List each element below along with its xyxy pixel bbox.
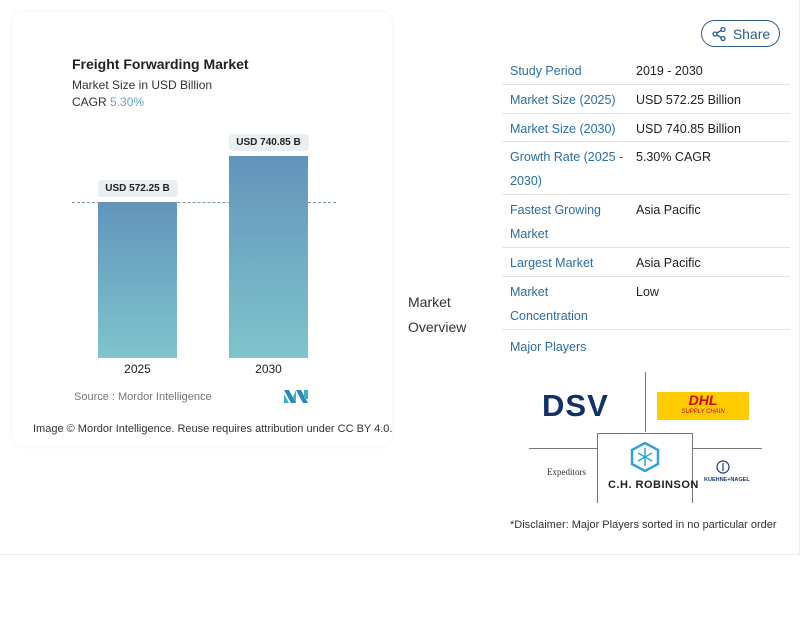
disclaimer: *Disclaimer: Major Players sorted in no … — [510, 519, 777, 531]
dhl-text: DHL — [688, 392, 718, 408]
chart-card — [12, 12, 392, 446]
cagr-value: 5.30% — [110, 95, 145, 109]
mordor-logo-icon — [284, 390, 308, 403]
kuehne-nagel-anchor-icon — [716, 460, 730, 474]
table-row: Market Size (2025) USD 572.25 Billion — [502, 85, 790, 114]
kuehne-nagel-logo: KUEHNE+NAGEL — [704, 477, 750, 483]
major-players-title: Major Players — [510, 340, 587, 354]
source: Source : Mordor Intelligence — [74, 391, 212, 403]
row-value: Asia Pacific — [636, 256, 701, 270]
row-key: Fastest Growing Market — [510, 203, 602, 241]
row-key: Largest Market — [510, 256, 594, 270]
market-overview-label: Market Overview — [408, 290, 466, 340]
overview-line2: Overview — [408, 319, 467, 335]
table-row: Market Size (2030) USD 740.85 Billion — [502, 114, 790, 142]
data-label: USD 572.25 B — [97, 179, 178, 197]
row-value: Asia Pacific — [636, 203, 701, 217]
cagr-label: CAGR — [72, 95, 107, 109]
table-row: Largest Market Asia Pacific — [502, 248, 790, 277]
bar-2030 — [229, 156, 308, 358]
row-value: 2019 - 2030 — [636, 64, 703, 78]
page: Freight Forwarding Market Market Size in… — [0, 0, 800, 555]
table-row: Growth Rate (2025 - 2030) 5.30% CAGR — [502, 142, 790, 195]
table-row: Market Concentration Low — [502, 277, 790, 330]
row-key: Growth Rate (2025 - 2030) — [510, 150, 624, 188]
row-value: 5.30% CAGR — [636, 150, 712, 164]
reference-line — [72, 202, 336, 203]
share-icon — [712, 26, 726, 41]
expeditors-logo: Expeditors — [547, 467, 586, 477]
row-key: Market Concentration — [510, 285, 588, 323]
row-key: Study Period — [510, 64, 582, 78]
dhl-logo: DHL SUPPLY CHAIN — [657, 392, 749, 420]
row-key: Market Size (2025) — [510, 93, 616, 107]
chart-subtitle: Market Size in USD Billion — [72, 78, 213, 92]
data-label: USD 740.85 B — [228, 134, 309, 151]
table-row: Fastest Growing Market Asia Pacific — [502, 195, 790, 248]
overview-line1: Market — [408, 294, 451, 310]
x-tick-label: 2025 — [124, 362, 151, 376]
cagr: CAGR 5.30% — [72, 95, 144, 109]
table-row: Study Period 2019 - 2030 — [502, 56, 790, 85]
image-credit: Image © Mordor Intelligence. Reuse requi… — [33, 423, 393, 435]
share-label: Share — [732, 25, 771, 42]
row-value: Low — [636, 285, 659, 299]
row-value: USD 572.25 Billion — [636, 93, 741, 107]
row-value: USD 740.85 Billion — [636, 122, 741, 136]
bar-2025 — [98, 201, 177, 358]
dsv-logo: DSV — [542, 388, 609, 423]
dhl-supply-chain: SUPPLY CHAIN — [681, 409, 725, 415]
ch-robinson-logo: C.H. ROBINSON — [608, 479, 699, 491]
share-button[interactable]: Share — [701, 20, 780, 47]
ch-robinson-logo-icon — [630, 442, 660, 472]
chart-title: Freight Forwarding Market — [72, 56, 249, 72]
row-key: Market Size (2030) — [510, 122, 616, 136]
x-tick-label: 2030 — [255, 362, 282, 376]
